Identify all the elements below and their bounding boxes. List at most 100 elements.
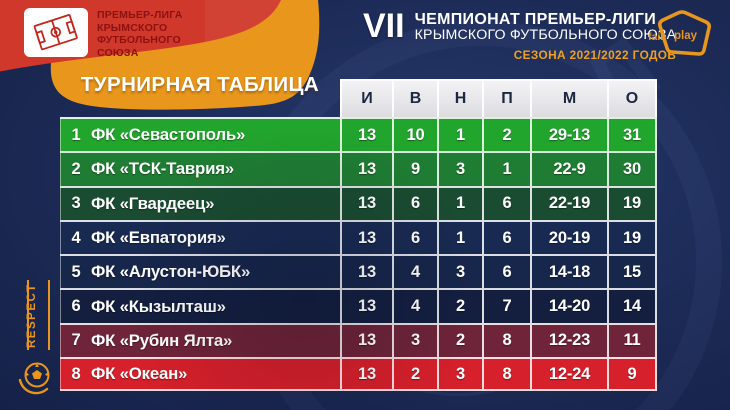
table-row: 1 ФК «Севастополь» 13 10 1 2 29-13 31 xyxy=(60,117,657,152)
played: 13 xyxy=(340,119,392,152)
table-row: 4 ФК «Евпатория» 13 6 1 6 20-19 19 xyxy=(60,219,657,255)
table-row: 8 ФК «Океан» 13 2 3 8 12-24 9 xyxy=(60,357,657,392)
col-header-played: И xyxy=(340,79,392,117)
drawn: 1 xyxy=(437,221,482,255)
rank: 6 xyxy=(71,297,81,316)
season-label: СЕЗОНА 2021/2022 ГОДОВ xyxy=(513,48,677,62)
logo-line-1: ПРЕМЬЕР-ЛИГА xyxy=(97,9,183,21)
won: 3 xyxy=(392,324,437,358)
team-name: ФК «Евпатория» xyxy=(91,228,226,248)
team-name: ФК «Алустон-ЮБК» xyxy=(91,262,251,282)
rank: 5 xyxy=(71,262,81,281)
drawn: 3 xyxy=(437,153,482,186)
rank: 2 xyxy=(71,159,81,178)
table-header-row: И В Н П М О xyxy=(60,79,657,117)
team-name: ФК «Рубин Ялта» xyxy=(91,330,233,350)
team-name: ФК «Севастополь» xyxy=(91,125,246,145)
header-team-spacer xyxy=(60,79,340,117)
played: 13 xyxy=(340,221,392,255)
fairplay-word-fair: fair xyxy=(648,31,664,43)
lost: 7 xyxy=(482,290,530,323)
football-pitch-icon xyxy=(33,13,78,50)
rank: 1 xyxy=(71,125,81,144)
won: 4 xyxy=(392,256,437,289)
drawn: 3 xyxy=(437,359,482,390)
table-row: 5 ФК «Алустон-ЮБК» 13 4 3 6 14-18 15 xyxy=(60,254,657,289)
won: 4 xyxy=(392,290,437,323)
team-name: ФК «Гвардеец» xyxy=(91,193,215,213)
played: 13 xyxy=(340,153,392,186)
logo-line-4: СОЮЗА xyxy=(97,46,139,59)
table-row: 3 ФК «Гвардеец» 13 6 1 6 22-19 19 xyxy=(60,185,657,220)
championship-line1: ЧЕМПИОНАТ ПРЕМЬЕР-ЛИГИ xyxy=(414,11,657,28)
col-header-lost: П xyxy=(482,79,530,117)
won: 6 xyxy=(392,187,437,220)
fairplay-logo: fair play xyxy=(645,6,717,64)
rank: 8 xyxy=(71,364,81,383)
played: 13 xyxy=(340,187,392,220)
won: 6 xyxy=(392,221,437,255)
points: 9 xyxy=(607,359,657,390)
col-header-goals: М xyxy=(530,79,607,117)
played: 13 xyxy=(340,324,392,358)
rank: 3 xyxy=(71,194,81,213)
championship-line2: КРЫМСКОГО ФУТБОЛЬНОГО СОЮЗА xyxy=(414,27,677,43)
col-header-points: О xyxy=(607,79,657,117)
drawn: 2 xyxy=(437,324,482,358)
points: 31 xyxy=(607,119,657,152)
standings-table: И В Н П М О 1 ФК «Севастополь» 13 10 1 2 … xyxy=(60,79,657,392)
lost: 8 xyxy=(482,324,530,358)
respect-line-left xyxy=(27,280,29,350)
drawn: 2 xyxy=(437,290,482,323)
lost: 2 xyxy=(482,119,530,152)
points: 11 xyxy=(607,324,657,358)
goals: 22-19 xyxy=(530,187,607,220)
played: 13 xyxy=(340,359,392,390)
respect-line-right xyxy=(48,280,50,350)
played: 13 xyxy=(340,256,392,289)
lost: 6 xyxy=(482,256,530,289)
won: 9 xyxy=(392,153,437,186)
football-ball-icon xyxy=(18,362,50,395)
championship-heading: VII ЧЕМПИОНАТ ПРЕМЬЕР-ЛИГИ КРЫМСКОГО ФУТ… xyxy=(363,7,677,62)
goals: 8 xyxy=(482,359,530,390)
col-header-drawn: Н xyxy=(437,79,482,117)
fairplay-pentagon-icon: fair play xyxy=(648,10,711,56)
drawn: 1 xyxy=(437,187,482,220)
table-row: 6 ФК «Кызылташ» 13 4 2 7 14-20 14 xyxy=(60,288,657,323)
team-name: ФК «Океан» xyxy=(91,364,188,384)
goals: 12-24 xyxy=(530,359,607,390)
points: 30 xyxy=(607,153,657,186)
lost: 6 xyxy=(482,221,530,255)
won: 2 xyxy=(392,359,437,390)
played: 13 xyxy=(340,290,392,323)
goals: 12-23 xyxy=(530,324,607,358)
league-logo-text: ПРЕМЬЕР-ЛИГА КРЫМСКОГО ФУТБОЛЬНОГО СОЮЗА xyxy=(97,9,183,59)
table-row: 2 ФК «ТСК-Таврия» 13 9 3 1 22-9 30 xyxy=(60,151,657,186)
drawn: 1 xyxy=(437,119,482,152)
logo-line-2: КРЫМСКОГО xyxy=(97,21,168,34)
goals: 14-18 xyxy=(530,256,607,289)
championship-numeral: VII xyxy=(363,7,405,45)
team-name: ФК «ТСК-Таврия» xyxy=(91,159,234,179)
drawn: 3 xyxy=(437,256,482,289)
lost: 1 xyxy=(482,153,530,186)
rank: 4 xyxy=(71,228,81,247)
respect-label: RESPECT xyxy=(26,283,38,349)
points: 14 xyxy=(607,290,657,323)
lost: 6 xyxy=(482,187,530,220)
goals: 22-9 xyxy=(530,153,607,186)
goals: 29-13 xyxy=(530,119,607,152)
fairplay-word-play: play xyxy=(674,30,698,42)
table-row: 7 ФК «Рубин Ялта» 13 3 2 8 12-23 11 xyxy=(60,322,657,358)
points: 15 xyxy=(607,256,657,289)
goals: 20-19 xyxy=(530,221,607,255)
points: 19 xyxy=(607,221,657,255)
league-logo xyxy=(24,8,88,57)
rank: 7 xyxy=(71,331,81,350)
col-header-won: В xyxy=(392,79,437,117)
goals: 14-20 xyxy=(530,290,607,323)
won: 10 xyxy=(392,119,437,152)
points: 19 xyxy=(607,187,657,220)
